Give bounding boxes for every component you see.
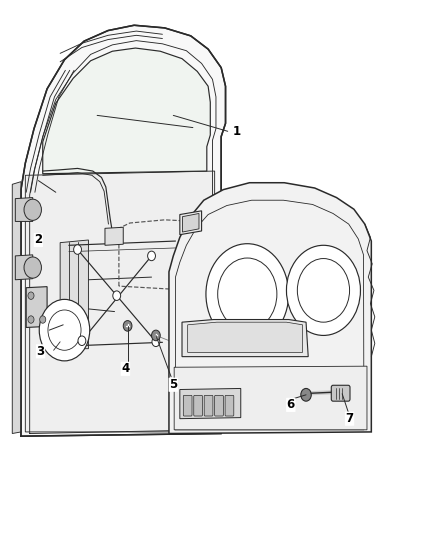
Circle shape xyxy=(152,330,160,341)
Polygon shape xyxy=(43,48,210,174)
Text: 5: 5 xyxy=(169,378,177,391)
FancyBboxPatch shape xyxy=(225,395,234,416)
Circle shape xyxy=(78,336,86,345)
Polygon shape xyxy=(183,214,199,232)
Circle shape xyxy=(74,245,81,254)
Text: 4: 4 xyxy=(121,362,130,375)
Polygon shape xyxy=(105,227,123,245)
Circle shape xyxy=(206,244,289,344)
Polygon shape xyxy=(187,322,303,352)
FancyBboxPatch shape xyxy=(215,395,223,416)
Circle shape xyxy=(123,320,132,331)
Polygon shape xyxy=(169,183,371,433)
Circle shape xyxy=(286,245,360,335)
FancyBboxPatch shape xyxy=(204,395,213,416)
FancyBboxPatch shape xyxy=(194,395,202,416)
Text: 1: 1 xyxy=(232,125,240,138)
Polygon shape xyxy=(174,366,367,430)
Polygon shape xyxy=(182,319,308,357)
Polygon shape xyxy=(180,211,201,235)
Text: 2: 2 xyxy=(34,233,42,246)
Circle shape xyxy=(301,389,311,401)
Polygon shape xyxy=(180,389,241,419)
Circle shape xyxy=(28,316,34,323)
Polygon shape xyxy=(15,255,33,280)
Circle shape xyxy=(152,337,160,346)
Text: 3: 3 xyxy=(36,345,45,358)
Polygon shape xyxy=(12,182,21,433)
Polygon shape xyxy=(25,171,215,432)
Circle shape xyxy=(113,291,120,301)
Circle shape xyxy=(24,257,42,278)
Polygon shape xyxy=(26,287,47,327)
FancyBboxPatch shape xyxy=(331,385,350,401)
Circle shape xyxy=(40,316,46,323)
Polygon shape xyxy=(60,240,88,349)
Circle shape xyxy=(148,251,155,261)
Circle shape xyxy=(24,199,42,220)
Circle shape xyxy=(39,300,90,361)
Circle shape xyxy=(28,292,34,300)
Polygon shape xyxy=(21,25,226,436)
Polygon shape xyxy=(15,198,33,221)
Text: 6: 6 xyxy=(287,398,295,411)
FancyBboxPatch shape xyxy=(184,395,192,416)
Text: 7: 7 xyxy=(346,412,353,425)
